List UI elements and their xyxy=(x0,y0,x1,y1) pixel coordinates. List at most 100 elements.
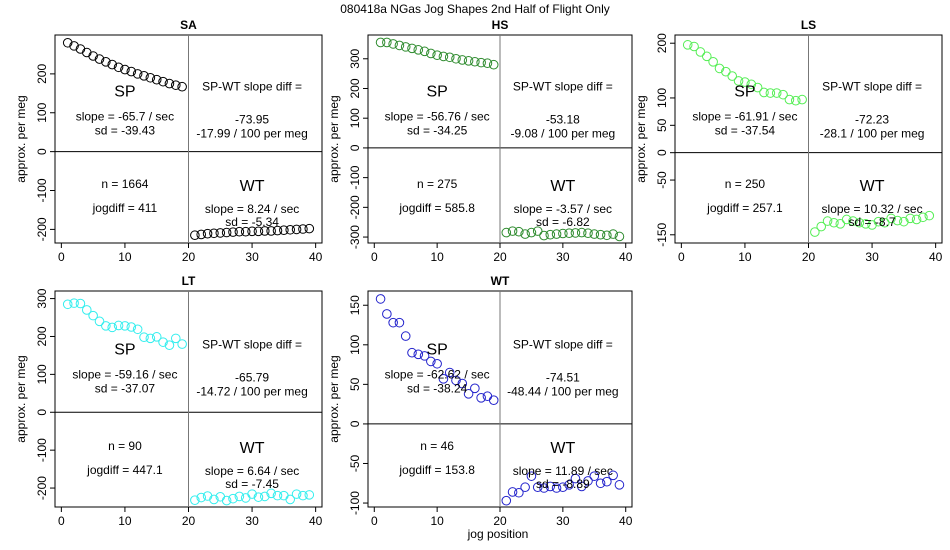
data-point xyxy=(132,69,143,79)
data-point xyxy=(382,309,392,319)
data-point xyxy=(682,40,693,50)
y-tick-label: 100 xyxy=(655,88,669,108)
data-point xyxy=(432,358,442,369)
y-tick-label: -50 xyxy=(655,171,669,189)
data-point xyxy=(444,52,455,63)
sp-sd-label: sd = -34.25 xyxy=(407,123,468,137)
data-point xyxy=(470,383,480,394)
data-point xyxy=(221,227,232,238)
data-point xyxy=(570,228,581,238)
data-point xyxy=(873,216,884,227)
data-point xyxy=(266,226,276,236)
data-point xyxy=(407,43,417,54)
data-point xyxy=(177,339,187,349)
y-tick-label: 100 xyxy=(35,364,49,384)
data-point xyxy=(101,321,111,331)
wt-slope-label: slope = 6.64 / sec xyxy=(205,464,299,478)
data-point xyxy=(298,490,308,501)
data-point xyxy=(892,215,903,226)
y-tick-label: 200 xyxy=(35,64,49,84)
y-tick-label: -100 xyxy=(348,491,362,515)
data-point xyxy=(221,495,232,506)
slope-diff-per-meg: -48.44 / 100 per meg xyxy=(507,385,618,399)
slope-diff-per-meg: -17.99 / 100 per meg xyxy=(196,126,307,140)
data-point xyxy=(62,299,73,310)
data-point xyxy=(388,317,398,328)
data-point xyxy=(177,81,187,92)
y-tick-label: -200 xyxy=(35,476,49,500)
data-point xyxy=(576,227,587,238)
slope-diff-value: -74.51 xyxy=(546,371,580,385)
data-point xyxy=(113,62,124,73)
data-point xyxy=(614,480,625,490)
data-point xyxy=(259,226,270,236)
x-tick-label: 0 xyxy=(371,250,378,264)
data-point xyxy=(266,488,276,499)
y-tick-label: 100 xyxy=(35,102,49,122)
data-point xyxy=(234,226,245,237)
x-tick-label: 20 xyxy=(493,514,507,528)
data-point xyxy=(879,217,890,228)
x-tick-label: 40 xyxy=(619,514,633,528)
data-point xyxy=(470,56,480,67)
y-tick-label: 0 xyxy=(35,409,49,416)
data-point xyxy=(551,483,562,493)
y-tick-label: -100 xyxy=(35,438,49,462)
panel-title: LT xyxy=(182,274,196,288)
wt-label: WT xyxy=(240,178,265,195)
data-point xyxy=(476,57,486,68)
data-point xyxy=(520,229,530,239)
data-point xyxy=(291,489,302,499)
data-point xyxy=(304,490,315,500)
y-tick-label: 200 xyxy=(655,33,669,53)
data-point xyxy=(158,76,168,87)
jogdiff-label: jogdiff = 257.1 xyxy=(706,201,783,215)
data-point xyxy=(457,55,468,65)
y-axis-label: approx. per meg xyxy=(14,95,28,182)
data-point xyxy=(298,224,308,234)
data-point xyxy=(488,59,499,70)
data-point xyxy=(438,51,449,62)
x-tick-label: 20 xyxy=(802,250,816,264)
panel-title: WT xyxy=(491,274,510,288)
data-point xyxy=(532,482,543,493)
n-label: n = 250 xyxy=(725,177,766,191)
data-point xyxy=(170,80,181,90)
wt-label: WT xyxy=(860,178,885,195)
data-point xyxy=(228,493,238,504)
wt-sd-label: sd = -5.34 xyxy=(225,215,279,229)
data-point xyxy=(911,214,922,225)
data-point xyxy=(164,340,175,350)
data-point xyxy=(107,322,118,333)
data-point xyxy=(816,221,827,232)
data-point xyxy=(101,57,111,67)
data-point xyxy=(482,58,493,69)
data-point xyxy=(272,490,283,501)
sp-slope-label: slope = -65.7 / sec xyxy=(76,109,174,123)
data-point xyxy=(520,482,530,493)
data-point xyxy=(602,476,612,487)
data-point xyxy=(746,79,757,90)
y-tick-label: -300 xyxy=(348,225,362,249)
sp-label: SP xyxy=(114,83,135,100)
data-point xyxy=(589,229,600,239)
data-point xyxy=(476,393,486,403)
data-point xyxy=(752,82,763,93)
x-tick-label: 20 xyxy=(182,514,196,528)
slope-diff-title: SP-WT slope diff = xyxy=(513,79,613,93)
x-tick-label: 30 xyxy=(556,250,570,264)
data-point xyxy=(272,225,283,236)
data-point xyxy=(564,480,574,490)
data-point xyxy=(145,333,156,344)
data-point xyxy=(151,332,162,342)
slope-diff-value: -53.18 xyxy=(546,112,580,126)
data-point xyxy=(526,471,537,481)
data-point xyxy=(170,333,181,344)
data-point xyxy=(835,219,846,229)
sp-sd-label: sd = -37.54 xyxy=(715,123,776,137)
sp-label: SP xyxy=(114,342,135,359)
data-point xyxy=(564,228,574,238)
wt-slope-label: slope = 8.24 / sec xyxy=(205,202,299,216)
y-axis-label: approx. per meg xyxy=(327,355,341,442)
x-tick-label: 20 xyxy=(182,250,196,264)
